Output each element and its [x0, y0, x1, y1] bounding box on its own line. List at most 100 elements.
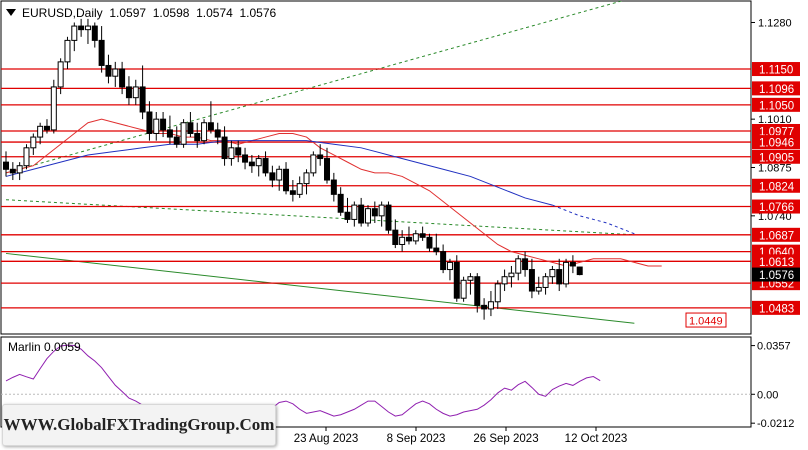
candle	[364, 205, 371, 227]
price-axis-label: 1.0740	[758, 211, 792, 223]
level-label-box	[752, 135, 800, 150]
candle-body-bear	[385, 204, 392, 231]
candle	[412, 230, 419, 245]
candle-body-bear	[330, 179, 337, 195]
candle-body-bull	[535, 286, 542, 292]
candle	[91, 22, 98, 48]
candle	[549, 265, 556, 284]
indicator-axis-label: 0.0357	[757, 341, 791, 353]
candle	[187, 112, 194, 138]
candle	[194, 122, 201, 148]
candle-body-bear	[324, 158, 331, 181]
level-label-box	[752, 227, 800, 242]
candle	[37, 122, 44, 145]
level-label: 1.0483	[759, 303, 794, 315]
candle	[50, 79, 57, 134]
level-label-box	[752, 81, 800, 96]
candle-body-bull	[501, 276, 508, 285]
candle	[446, 258, 453, 281]
candle-body-bear	[105, 64, 112, 77]
candle	[125, 76, 132, 105]
candle	[221, 126, 228, 166]
candle	[501, 269, 508, 292]
candle-body-bear	[433, 247, 440, 253]
chart-header: EURUSD,Daily 1.0597 1.0598 1.0574 1.0576	[6, 6, 276, 20]
candle-body-bull	[494, 283, 501, 303]
candle	[112, 61, 119, 87]
candle-body-bear	[289, 190, 296, 195]
candle	[522, 251, 529, 277]
candle-body-bull	[37, 125, 44, 138]
candle-body-bull	[153, 118, 160, 134]
candle-body-bear	[528, 269, 535, 292]
level-label: 1.0824	[759, 181, 795, 193]
candle-body-bear	[187, 122, 194, 134]
candle	[9, 162, 16, 181]
candle	[119, 61, 126, 95]
candle	[556, 258, 563, 292]
price-axis-label: 1.1280	[758, 17, 792, 29]
level-label: 1.0946	[759, 138, 794, 150]
candle-body-bear	[98, 39, 105, 66]
watermark: WWW.GlobalFXTradingGroup.Com	[2, 404, 276, 446]
candle	[433, 233, 440, 256]
candle	[303, 169, 310, 195]
price-pane-frame	[0, 0, 752, 335]
candle	[269, 165, 276, 188]
level-label: 1.0687	[759, 230, 794, 242]
candle	[30, 133, 37, 155]
candle	[139, 65, 146, 120]
level-label: 1.1050	[759, 100, 794, 112]
candle-body-bear	[91, 25, 98, 41]
candle-body-bear	[569, 261, 576, 267]
candle	[344, 197, 351, 223]
price-axis-label: 1.0875	[758, 163, 792, 175]
candle	[440, 244, 447, 274]
candle	[180, 119, 187, 148]
candle-body-bull	[16, 165, 23, 174]
trend-line-upper-channel	[5, 1, 624, 174]
candle	[132, 79, 139, 105]
candle-body-bear	[358, 204, 365, 224]
candle-body-bull	[50, 86, 57, 131]
candle	[201, 119, 208, 145]
current-price-label: 1.0576	[759, 270, 794, 282]
level-label-box	[752, 62, 800, 77]
time-axis-label: 12 Oct 2023	[565, 433, 628, 445]
candle-body-bull	[112, 68, 119, 77]
candle	[235, 140, 242, 163]
candle-body-bear	[207, 122, 214, 131]
candle	[542, 273, 549, 295]
candle	[460, 276, 467, 302]
marlin-line	[5, 344, 601, 420]
candle	[337, 187, 344, 216]
indicator-title: Marlin 0.0059	[8, 340, 81, 354]
candle-body-bull	[378, 204, 385, 217]
candle-body-bear	[576, 266, 583, 276]
candle	[453, 255, 460, 302]
candle-body-bull	[180, 122, 187, 145]
candle-body-bear	[283, 168, 290, 192]
candle-body-bear	[405, 236, 412, 242]
candle-body-bear	[9, 168, 16, 174]
candle-body-bull	[64, 39, 71, 63]
candle	[419, 226, 426, 241]
candle-body-bull	[467, 276, 474, 281]
candle-body-bear	[371, 208, 378, 217]
candle	[467, 273, 474, 295]
annotation-label: 1.0449	[689, 316, 723, 328]
candle-body-bull	[30, 136, 37, 149]
candle	[324, 147, 331, 184]
candle	[515, 255, 522, 281]
level-label-box	[752, 254, 800, 269]
dropdown-triangle-icon[interactable]	[6, 9, 16, 16]
candle-body-bear	[337, 193, 344, 213]
indicator-axis-label: 0.00	[757, 389, 778, 401]
candle-body-bull	[364, 208, 371, 224]
candle	[487, 291, 494, 317]
level-label-box	[752, 97, 800, 112]
candle-body-bear	[453, 261, 460, 299]
candle-body-bull	[412, 233, 419, 242]
candle	[98, 26, 105, 73]
